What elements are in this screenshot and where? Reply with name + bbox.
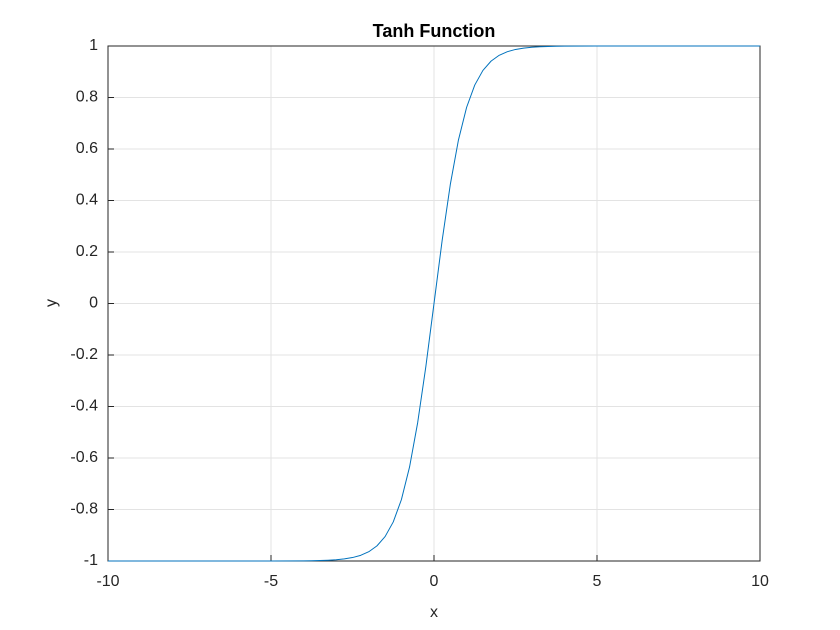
x-tick-label: 0 — [430, 573, 439, 590]
plot-frame — [107, 45, 761, 562]
y-tick-label: 0.4 — [76, 192, 98, 209]
y-tick-label: -0.2 — [70, 346, 98, 363]
x-tick-label: 5 — [593, 573, 602, 590]
x-tick-label: 10 — [751, 573, 769, 590]
data-line — [108, 45, 760, 562]
x-axis-label: x — [430, 604, 438, 621]
y-tick-label: -0.8 — [70, 501, 98, 518]
x-tick-label: -10 — [96, 573, 119, 590]
y-tick-label: -0.6 — [70, 449, 98, 466]
y-tick-label: 0 — [89, 295, 98, 312]
y-tick-label: -0.4 — [70, 398, 98, 415]
y-tick-label: 0.8 — [76, 89, 98, 106]
y-tick-label: -1 — [84, 552, 98, 569]
chart-title: Tanh Function — [373, 21, 496, 41]
y-axis-label: y — [43, 299, 60, 307]
x-tick-label: -5 — [264, 573, 278, 590]
y-tick-label: 0.6 — [76, 140, 98, 157]
y-tick-label: 1 — [89, 37, 98, 54]
y-tick-label: 0.2 — [76, 243, 98, 260]
